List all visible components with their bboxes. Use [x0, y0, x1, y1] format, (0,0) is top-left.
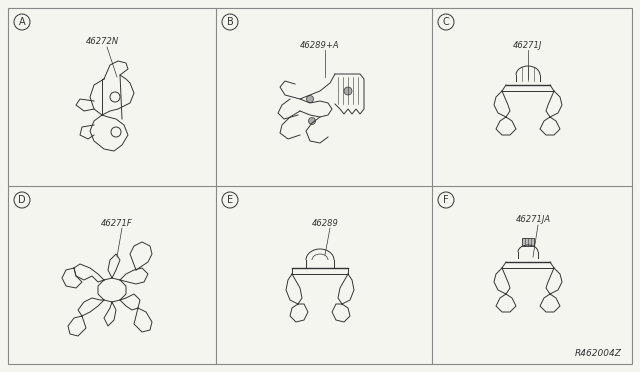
Text: 46271JA: 46271JA	[515, 215, 550, 224]
Text: 46289: 46289	[312, 218, 339, 228]
Circle shape	[308, 118, 316, 125]
Text: 46271J: 46271J	[513, 41, 543, 49]
Text: 46272N: 46272N	[85, 38, 118, 46]
Circle shape	[344, 87, 352, 95]
Text: 46271F: 46271F	[101, 218, 133, 228]
Bar	[522, 238, 534, 246]
Text: E: E	[227, 195, 233, 205]
Circle shape	[307, 96, 314, 103]
Text: A: A	[19, 17, 26, 27]
Text: C: C	[443, 17, 449, 27]
Text: 46289+A: 46289+A	[300, 41, 340, 49]
Text: D: D	[18, 195, 26, 205]
Text: B: B	[227, 17, 234, 27]
Text: F: F	[443, 195, 449, 205]
Text: R462004Z: R462004Z	[575, 349, 622, 358]
